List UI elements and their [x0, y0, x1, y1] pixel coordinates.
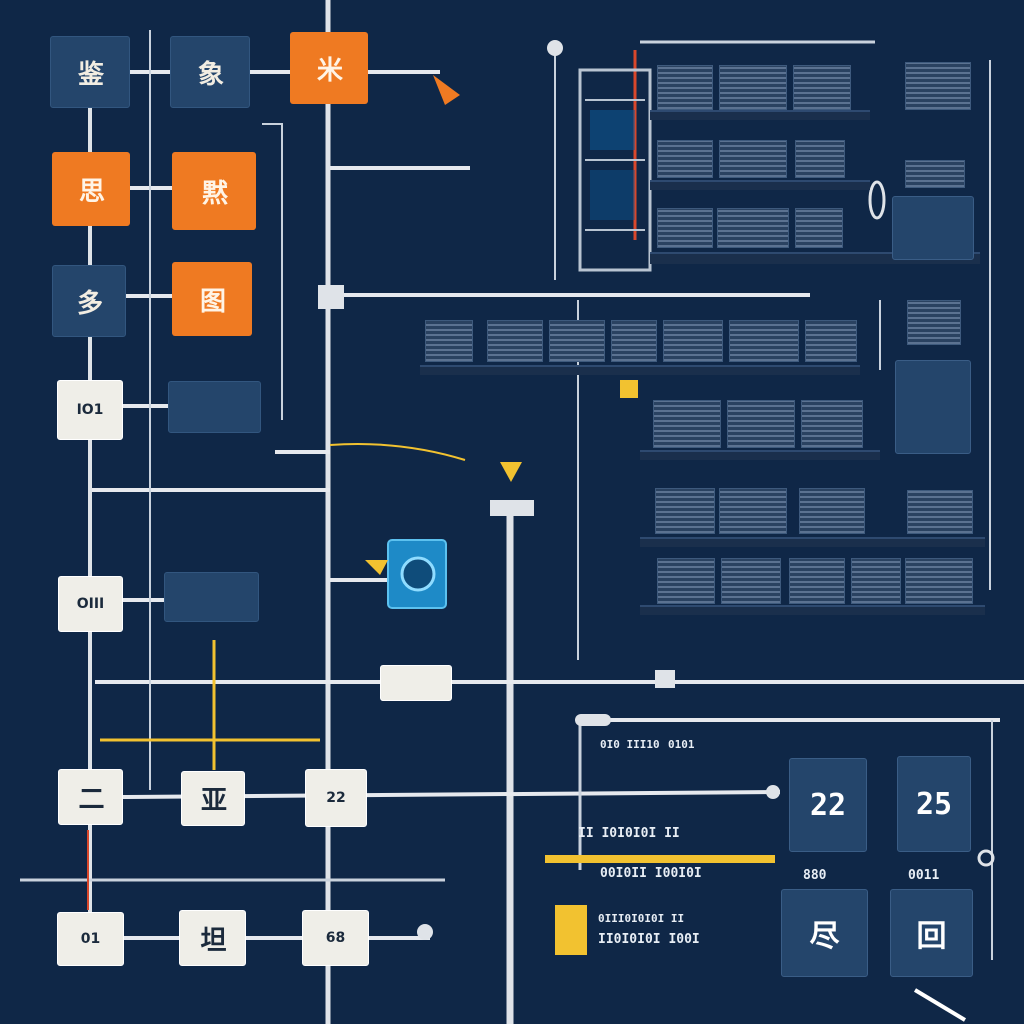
- node-box[interactable]: 01: [57, 912, 124, 966]
- node-dot-3: [766, 785, 780, 799]
- server-unit: [717, 208, 789, 248]
- server-unit: [549, 320, 605, 362]
- node-box[interactable]: IO1: [57, 380, 123, 440]
- server-unit: [789, 558, 845, 604]
- node-dot-2: [417, 924, 433, 940]
- rack-shelf: [650, 180, 870, 190]
- connector-dots: [318, 40, 995, 940]
- rack-shelf: [650, 110, 870, 120]
- status-panel: [895, 360, 971, 454]
- node-dot-1: [547, 40, 563, 56]
- node-glyph[interactable]: 鉴: [50, 36, 130, 108]
- node-box[interactable]: OIII: [58, 576, 123, 632]
- node-glyph[interactable]: 黙: [172, 152, 256, 230]
- device-panel[interactable]: 尽: [781, 889, 868, 977]
- node-glyph[interactable]: 象: [170, 36, 250, 108]
- server-unit: [425, 320, 473, 362]
- rack-shelf: [640, 605, 985, 615]
- server-unit: [905, 160, 965, 188]
- server-unit: [907, 490, 973, 534]
- node-pill-1: [575, 714, 611, 726]
- node-glyph[interactable]: 米: [290, 32, 368, 104]
- server-unit: [805, 320, 857, 362]
- node-clamp-1: [318, 285, 344, 309]
- server-unit: [663, 320, 723, 362]
- yellow-cable: [329, 443, 466, 461]
- sensor-icon: [620, 380, 638, 398]
- server-unit: [905, 62, 971, 110]
- node-box[interactable]: 22: [305, 769, 367, 827]
- node-card[interactable]: [168, 381, 261, 433]
- yellow-bar: [545, 855, 775, 863]
- node-card[interactable]: [164, 572, 259, 622]
- rack-shelf: [640, 537, 985, 547]
- accent-lines: [87, 50, 775, 910]
- cable-end-icon: [913, 988, 967, 1022]
- node-box[interactable]: 坦: [179, 910, 246, 966]
- node-glyph[interactable]: 思: [52, 152, 130, 226]
- node-ring-2: [868, 180, 886, 220]
- hook-icon: [433, 75, 460, 105]
- node-box[interactable]: 亚: [181, 771, 245, 826]
- code-label: II I0I0I0I II: [578, 826, 680, 841]
- node-glyph[interactable]: 多: [52, 265, 126, 337]
- node-box[interactable]: 二: [58, 769, 123, 825]
- device-panel[interactable]: 22: [789, 758, 867, 852]
- warning-triangle-icon: [500, 462, 522, 482]
- small-icons: [365, 75, 967, 1022]
- code-label: 00I0II I00I0I: [600, 866, 702, 881]
- server-unit: [657, 558, 715, 604]
- node-tag-box[interactable]: [380, 665, 452, 701]
- device-panel[interactable]: 25: [897, 756, 971, 852]
- plug-icon: [365, 560, 388, 575]
- rack-bracket: [578, 68, 652, 272]
- code-label: 880: [803, 868, 827, 883]
- server-unit: [801, 400, 863, 448]
- thin-v-2: [262, 123, 283, 420]
- server-unit: [799, 488, 865, 534]
- node-box[interactable]: 68: [302, 910, 369, 966]
- node-tag-1: [490, 500, 534, 516]
- node-tag-2: [655, 670, 675, 688]
- server-unit: [907, 300, 961, 345]
- server-unit: [655, 488, 715, 534]
- horizontal-connectors: [92, 70, 1024, 940]
- server-unit: [487, 320, 543, 362]
- code-label: 0011: [908, 868, 940, 883]
- code-label: II0I0I0I I00I: [598, 932, 700, 947]
- code-label: 0I0 III10: [600, 738, 660, 751]
- server-unit: [611, 320, 657, 362]
- server-unit: [657, 208, 713, 248]
- server-unit: [653, 400, 721, 448]
- server-unit: [795, 140, 845, 178]
- status-panel: [892, 196, 974, 260]
- main-trunks: [88, 0, 514, 1024]
- server-unit: [719, 140, 787, 178]
- battery-icon: [555, 905, 587, 955]
- server-unit: [727, 400, 795, 448]
- server-unit: [721, 558, 781, 604]
- server-unit: [719, 488, 787, 534]
- rack-shelf: [420, 365, 860, 375]
- code-label: 0101: [668, 738, 695, 751]
- rack-shelf: [640, 450, 880, 460]
- server-unit: [851, 558, 901, 604]
- server-unit: [719, 65, 787, 110]
- rack-frame: [578, 68, 652, 272]
- server-unit: [795, 208, 843, 248]
- camera-lens-icon: [400, 556, 436, 592]
- server-unit: [793, 65, 851, 110]
- node-glyph[interactable]: 图: [172, 262, 252, 336]
- server-unit: [729, 320, 799, 362]
- code-label: 0III0I0I0I II: [598, 912, 685, 925]
- node-ring-1: [977, 849, 995, 867]
- device-panel[interactable]: 回: [890, 889, 973, 977]
- server-unit: [657, 140, 713, 178]
- server-unit: [905, 558, 973, 604]
- server-unit: [657, 65, 713, 110]
